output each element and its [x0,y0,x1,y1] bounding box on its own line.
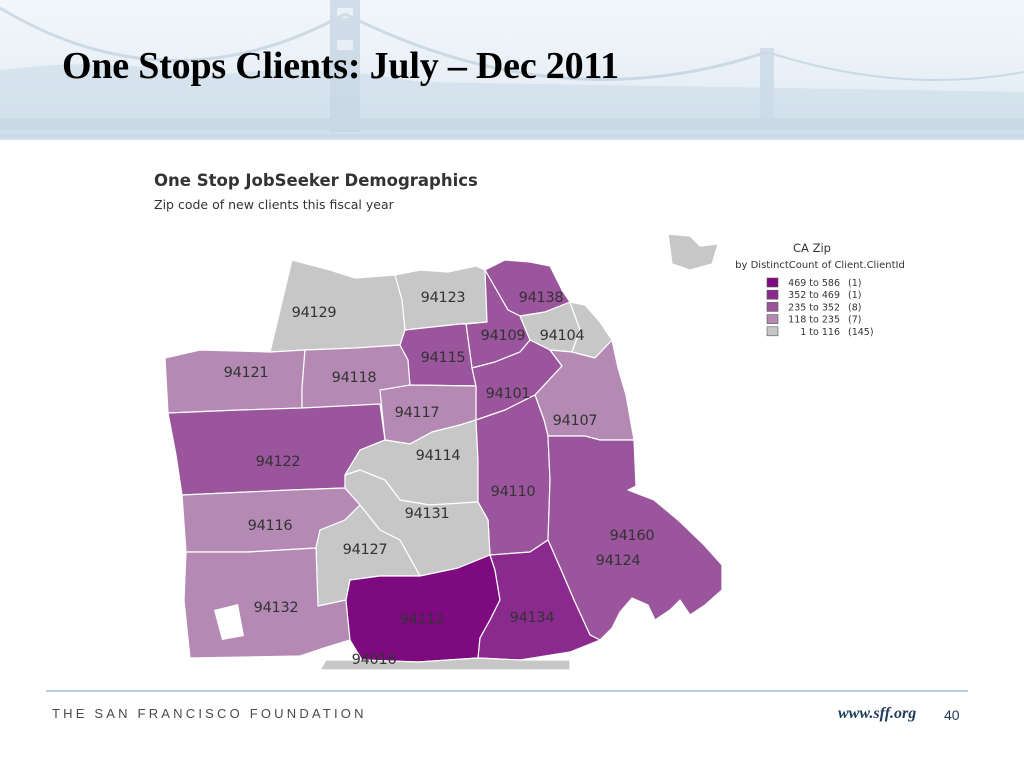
legend-count: (8) [848,302,861,313]
legend-swatch [766,314,779,324]
legend-swatch [766,277,779,288]
golden-gate-bridge-image [0,0,1024,140]
legend-range: 235 to 352 [788,302,840,313]
legend-range: 1 to 116 [800,327,840,338]
map-legend: CA Zip by DistinctCount of Client.Client… [735,241,905,338]
region-94134 [477,539,601,661]
label-94117: 94117 [395,405,440,421]
region-94121 [164,349,306,414]
legend-count: (7) [848,315,861,326]
label-94118: 94118 [332,370,377,386]
legend-count: (1) [848,278,861,289]
footer-url-link[interactable]: www.sff.org [838,705,917,722]
label-94127: 94127 [343,542,388,558]
label-94112: 94112 [400,612,445,628]
region-treasure-island [667,233,719,271]
label-94132: 94132 [254,600,299,616]
map-title: One Stop JobSeeker Demographics [154,171,478,190]
legend-swatch [766,326,779,337]
label-94101: 94101 [486,386,531,402]
label-94131: 94131 [405,506,450,522]
legend-count: (145) [848,327,874,338]
label-94116: 94116 [248,518,293,534]
map-subtitle: Zip code of new clients this fiscal year [154,197,394,212]
label-94122: 94122 [256,454,301,470]
legend-range: 118 to 235 [788,315,840,326]
legend-range: 469 to 586 [788,278,840,289]
label-94121: 94121 [224,365,269,381]
region-94129 [269,259,406,353]
label-94114: 94114 [416,448,461,464]
slide-title: One Stops Clients: July – Dec 2011 [62,45,619,87]
legend-title: CA Zip [793,241,831,255]
label-94160: 94160 [610,528,655,544]
footer-organization: THE SAN FRANCISCO FOUNDATION [52,706,367,721]
label-94115: 94115 [421,350,466,366]
label-94107: 94107 [553,413,598,429]
legend-range: 352 to 469 [788,290,840,301]
label-94016: 94016 [352,652,397,668]
label-94129: 94129 [292,305,337,321]
legend-swatch [766,302,779,312]
region-94016 [319,657,571,671]
page-number: 40 [944,707,960,723]
header-banner [0,0,1024,140]
legend-subtitle: by DistinctCount of Client.ClientId [735,260,905,271]
label-94110: 94110 [491,484,536,500]
lake-merced [214,604,244,640]
legend-count: (1) [848,290,861,301]
label-94134: 94134 [510,610,555,626]
label-94124: 94124 [596,553,641,569]
footer-divider [46,690,968,692]
legend-swatch [766,289,779,300]
label-94104: 94104 [540,328,585,344]
label-94109: 94109 [481,328,526,344]
label-94133: 94138 [519,290,564,306]
label-94123: 94123 [421,290,466,306]
